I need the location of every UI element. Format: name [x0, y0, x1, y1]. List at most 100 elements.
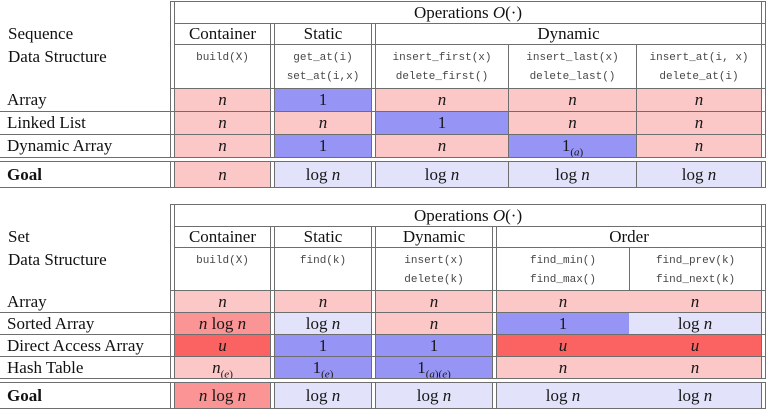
double-rule [371, 162, 376, 188]
double-rule [761, 162, 766, 188]
double-rule [492, 335, 497, 357]
set-table: Set Data Structure Operations O(·) Containe… [0, 204, 766, 409]
op-name-cell: insert_last(x) delete_last() [508, 45, 636, 89]
value-cell: u [629, 335, 762, 357]
goal-row: Goal n log n log n log n log n [0, 162, 766, 188]
double-rule [270, 45, 275, 89]
goal-value-cell: n log n [175, 383, 270, 409]
goal-value-cell: log n [508, 162, 636, 188]
value-cell: 1 [275, 335, 371, 357]
row-label: Direct Access Array [0, 335, 170, 357]
value-cell: n [629, 357, 762, 379]
double-rule [371, 313, 376, 335]
goal-label: Goal [0, 383, 170, 409]
double-rule [170, 112, 175, 135]
double-rule [761, 112, 766, 135]
double-rule [761, 135, 766, 158]
double-rule [270, 357, 275, 379]
double-rule-row [0, 158, 766, 162]
double-rule [492, 357, 497, 379]
data-row: Array n 1 n n n [0, 89, 766, 112]
sequence-table: Sequence Data Structure Operations O(·) Con… [0, 1, 766, 188]
double-rule [170, 162, 175, 188]
value-cell: 1(a) [508, 135, 636, 158]
value-cell: n [376, 291, 492, 313]
value-cell: 1(a)(e) [376, 357, 492, 379]
value-cell: 1 [497, 313, 629, 335]
double-rule [371, 248, 376, 291]
double-rule [371, 45, 376, 89]
op-name-cell: build(X) [175, 45, 270, 89]
double-rule [170, 135, 175, 158]
value-cell: log n [629, 313, 762, 335]
double-rule [371, 135, 376, 158]
goal-value-cell: log n [275, 162, 371, 188]
double-rule-row [0, 379, 766, 383]
value-cell: n [376, 89, 508, 112]
data-row: Hash Table n(e) 1(e) 1(a)(e) n n [0, 357, 766, 379]
double-rule [761, 313, 766, 335]
table-corner-label: Sequence Data Structure [0, 1, 170, 89]
group-header-container: Container [175, 24, 270, 45]
value-cell: n [175, 89, 270, 112]
double-rule [170, 89, 175, 112]
data-row: Dynamic Array n 1 n 1(a) n [0, 135, 766, 158]
double-rule [170, 1, 175, 89]
horizontal-double-rule [0, 379, 766, 383]
value-cell: 1 [376, 335, 492, 357]
group-header-dynamic: Dynamic [376, 227, 492, 248]
value-cell: 1 [376, 112, 508, 135]
goal-label: Goal [0, 162, 170, 188]
double-rule [492, 313, 497, 335]
double-rule [270, 89, 275, 112]
goal-value-cell: log n [376, 383, 492, 409]
double-rule [761, 45, 766, 89]
goal-value-cell: log n [497, 383, 629, 409]
double-rule [761, 24, 766, 45]
row-label: Array [0, 291, 170, 313]
double-rule [492, 248, 497, 291]
op-names-row: build(X) get_at(i) set_at(i,x) insert_first… [0, 45, 766, 89]
value-cell: 1 [275, 135, 371, 158]
row-label: Sorted Array [0, 313, 170, 335]
operations-title: Operations O(·) [175, 204, 762, 227]
op-names-row: build(X) find(k) insert(x) delete(k) find_mi… [0, 248, 766, 291]
double-rule [270, 227, 275, 248]
double-rule [761, 248, 766, 291]
group-header-order: Order [497, 227, 762, 248]
value-cell: n log n [175, 313, 270, 335]
double-rule [761, 357, 766, 379]
value-cell: n(e) [175, 357, 270, 379]
goal-value-cell: log n [275, 383, 371, 409]
row-label: Hash Table [0, 357, 170, 379]
group-header-container: Container [175, 227, 270, 248]
operations-title: Operations O(·) [175, 1, 762, 24]
double-rule [170, 335, 175, 357]
value-cell: n [629, 291, 762, 313]
double-rule [761, 335, 766, 357]
operations-title-row: Sequence Data Structure Operations O(·) [0, 1, 766, 89]
value-cell: n [175, 291, 270, 313]
double-rule [170, 357, 175, 379]
op-name-cell: get_at(i) set_at(i,x) [275, 45, 371, 89]
double-rule [270, 162, 275, 188]
double-rule [371, 227, 376, 248]
double-rule [270, 335, 275, 357]
value-cell: n [636, 135, 762, 158]
double-rule [492, 227, 497, 248]
double-rule [371, 383, 376, 409]
double-rule [270, 291, 275, 313]
group-header-static: Static [275, 227, 371, 248]
value-cell: log n [275, 313, 371, 335]
double-rule [270, 112, 275, 135]
op-name-cell: find_prev(k) find_next(k) [629, 248, 762, 291]
goal-value-cell: log n [636, 162, 762, 188]
operations-title-row: Set Data Structure Operations O(·) [0, 204, 766, 291]
group-header-row: Container Static Dynamic [0, 24, 766, 45]
op-name-cell: insert(x) delete(k) [376, 248, 492, 291]
double-rule [270, 248, 275, 291]
value-cell: n [508, 112, 636, 135]
double-rule [371, 112, 376, 135]
data-row: Direct Access Array u 1 1 u u [0, 335, 766, 357]
